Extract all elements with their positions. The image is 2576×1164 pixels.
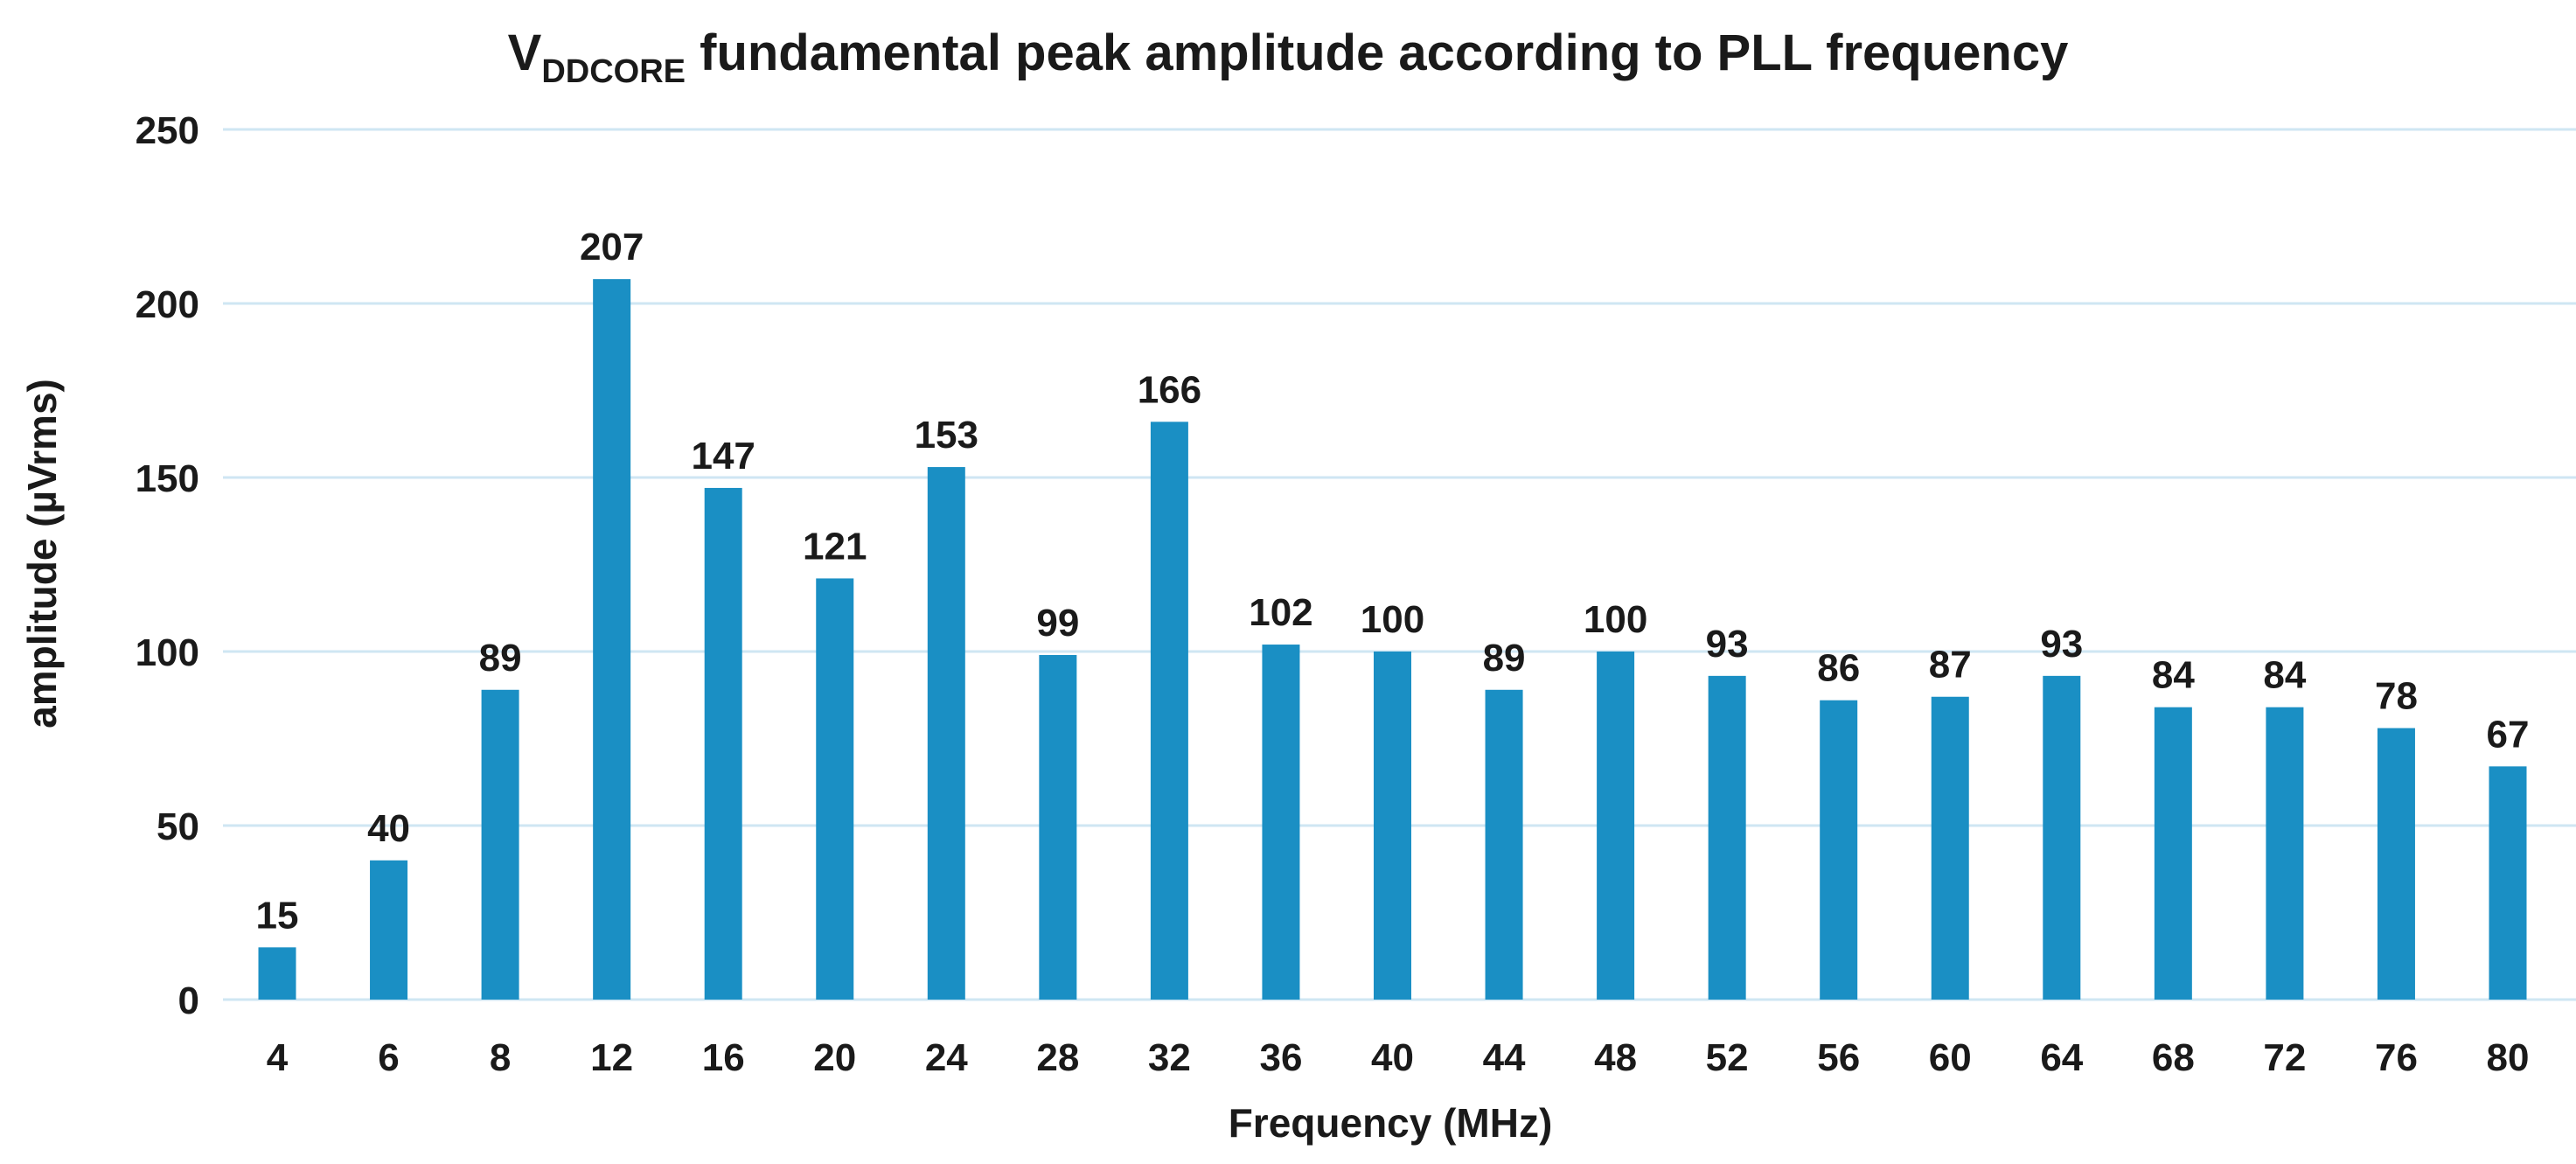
bar-52-mhz [1708,675,1746,1000]
data-label-56-mhz: 86 [1817,647,1860,690]
bar-8-mhz [481,689,519,1000]
x-tick-label: 16 [702,1036,745,1079]
x-tick-label: 36 [1259,1036,1302,1079]
data-label-60-mhz: 87 [1929,644,1972,687]
data-label-80-mhz: 67 [2487,713,2530,756]
x-tick-label: 76 [2375,1036,2418,1079]
bar-48-mhz [1597,652,1635,1000]
bar-76-mhz [2377,728,2415,1000]
y-axis-title: amplitude (µVrms) [19,379,65,728]
y-tick-label: 100 [136,631,199,674]
bar-24-mhz [927,467,965,1000]
y-tick-label: 50 [157,805,199,848]
x-tick-label: 12 [590,1036,633,1079]
x-tick-label: 80 [2487,1036,2530,1079]
data-label-72-mhz: 84 [2263,654,2306,697]
bar-72-mhz [2266,707,2304,1000]
x-tick-label: 52 [1706,1036,1749,1079]
x-tick-label: 68 [2152,1036,2195,1079]
x-tick-label: 64 [2040,1036,2083,1079]
y-tick-label: 0 [178,979,199,1022]
x-tick-label: 28 [1036,1036,1079,1079]
data-label-20-mhz: 121 [803,525,867,568]
bar-44-mhz [1485,689,1523,1000]
y-tick-label: 250 [136,109,199,152]
bars [258,279,2527,1000]
chart-title: VDDCORE fundamental peak amplitude accor… [508,24,2069,90]
bar-60-mhz [1931,696,1969,1000]
bar-6-mhz [370,860,408,1000]
data-label-44-mhz: 89 [1483,637,1526,680]
y-axis-ticks: 0 50 100 150 200 250 [136,109,199,1022]
x-axis-title: Frequency (MHz) [1229,1100,1553,1146]
bar-68-mhz [2154,707,2192,1000]
bar-28-mhz [1039,654,1077,1000]
data-label-28-mhz: 99 [1036,602,1079,645]
data-label-16-mhz: 147 [691,435,755,477]
x-tick-label: 6 [378,1036,399,1079]
bar-4-mhz [258,947,296,1000]
x-tick-label: 48 [1594,1036,1637,1079]
data-labels: 15 40 89 207 147 121 153 99 166 102 100 89 100 93 86 87… [256,226,2530,937]
x-axis-ticks: 4 6 8 12 16 20 24 28 32 36 40 44 48 52 56 60 64 68 72 76 80 [267,1036,2530,1079]
x-tick-label: 56 [1817,1036,1860,1079]
bar-16-mhz [704,487,742,1000]
x-tick-label: 72 [2263,1036,2306,1079]
x-tick-label: 44 [1483,1036,1526,1079]
y-tick-label: 200 [136,283,199,326]
x-tick-label: 4 [267,1036,289,1079]
x-tick-label: 60 [1929,1036,1972,1079]
bar-64-mhz [2043,675,2081,1000]
data-label-40-mhz: 100 [1361,598,1424,641]
x-tick-label: 40 [1371,1036,1414,1079]
data-label-4-mhz: 15 [256,894,299,937]
chart-title-subscript: DDCORE [541,53,686,90]
bar-80-mhz [2489,766,2527,1000]
x-tick-label: 24 [925,1036,968,1079]
data-label-8-mhz: 89 [479,637,522,680]
y-tick-label: 150 [136,457,199,500]
bar-40-mhz [1374,652,1411,1000]
chart-title-suffix: fundamental peak amplitude according to … [686,24,2068,81]
data-label-68-mhz: 84 [2152,654,2195,697]
bar-32-mhz [1150,422,1188,1000]
data-label-24-mhz: 153 [915,414,978,457]
data-label-64-mhz: 93 [2040,623,2083,666]
bar-36-mhz [1262,645,1300,1000]
data-label-6-mhz: 40 [367,807,410,850]
bar-20-mhz [816,578,854,1000]
data-label-32-mhz: 166 [1138,368,1201,411]
x-tick-label: 20 [813,1036,856,1079]
data-label-76-mhz: 78 [2375,675,2418,718]
data-label-12-mhz: 207 [580,226,644,268]
bar-12-mhz [593,279,631,1000]
data-label-36-mhz: 102 [1249,591,1312,634]
bar-56-mhz [1820,700,1858,1000]
x-tick-label: 8 [490,1036,511,1079]
x-tick-label: 32 [1148,1036,1191,1079]
data-label-52-mhz: 93 [1706,623,1749,666]
data-label-48-mhz: 100 [1584,598,1647,641]
chart-title-prefix: V [508,24,542,81]
